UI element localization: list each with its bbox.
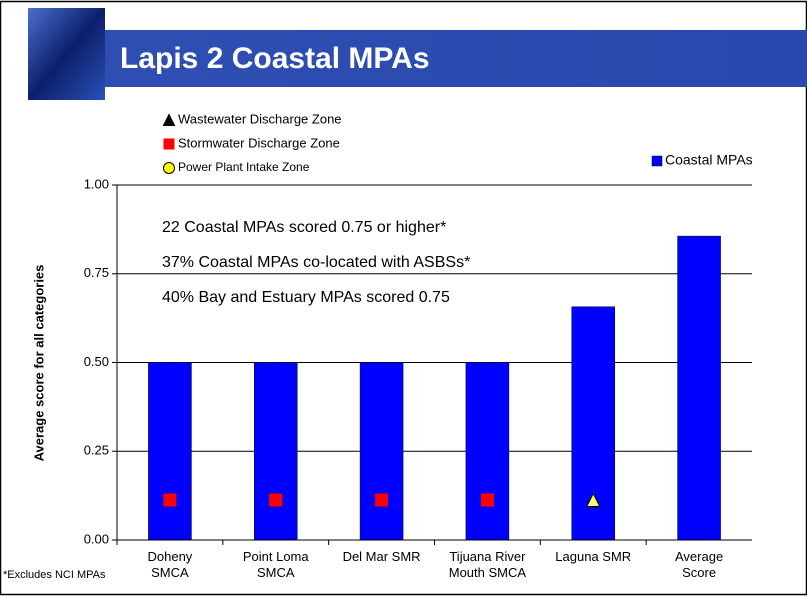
legend-label: Wastewater Discharge Zone [178,111,342,126]
footnote: *Excludes NCI MPAs [3,569,106,581]
zone-marker [480,493,494,507]
legend-marker [163,138,175,150]
x-tick-label: Del Mar SMR [342,549,421,564]
header-image [28,8,105,100]
bar [148,362,192,541]
x-tick-label: Point Loma SMCA [242,549,309,580]
bar [359,362,404,541]
annotation: 22 Coastal MPAs scored 0.75 or higher* [162,219,446,236]
zone-marker [163,493,177,507]
legend-swatch [651,155,663,167]
header-bar [30,30,807,87]
legend-label: Stormwater Discharge Zone [178,135,340,150]
y-tick-label: 0.75 [84,265,109,280]
annotation: 37% Coastal MPAs co-located with ASBSs* [162,254,470,271]
y-tick-label: 0.00 [84,531,109,546]
bar [677,235,721,541]
bar [254,362,298,541]
x-tick-label: Doheny SMCA [147,549,193,580]
y-tick-label: 0.50 [84,354,109,369]
y-tick-label: 0.25 [84,443,109,458]
zone-marker [375,493,389,507]
legend-label: Coastal MPAs [665,152,753,168]
legend-label: Power Plant Intake Zone [178,160,310,174]
bar [465,362,510,541]
zone-marker [269,493,283,507]
legend-marker [163,162,175,174]
y-axis-label: Average score for all categories [31,265,46,462]
x-tick-label: Average Score [674,549,724,580]
x-tick-label: Laguna SMR [555,549,632,564]
zone-marker [585,492,601,507]
legend-marker [162,113,176,126]
x-tick-label: Tijuana River Mouth SMCA [448,549,527,580]
y-tick-label: 1.00 [84,176,109,191]
annotation: 40% Bay and Estuary MPAs scored 0.75 [162,289,450,306]
chart-title: Lapis 2 Coastal MPAs [120,42,430,75]
